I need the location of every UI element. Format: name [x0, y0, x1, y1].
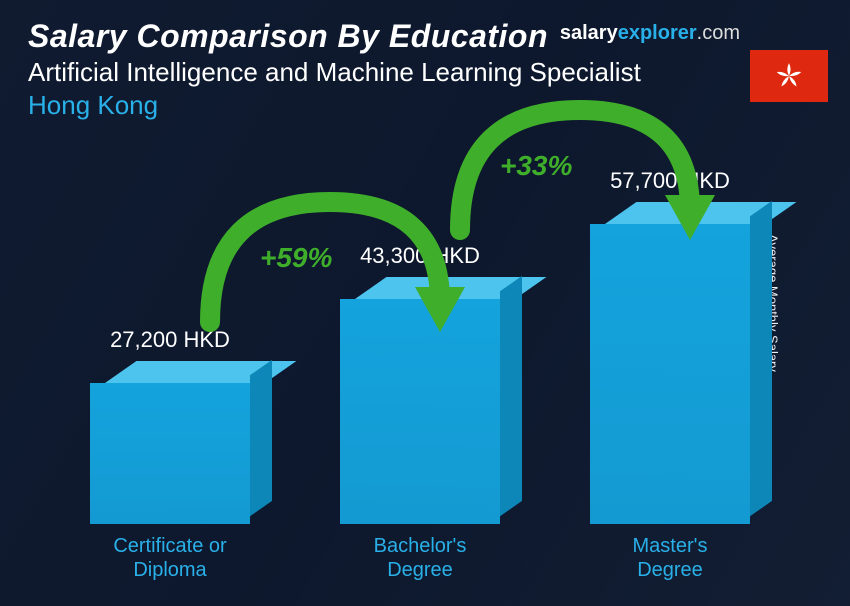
x-label-0: Certificate orDiploma	[90, 534, 250, 582]
bar-0	[90, 361, 250, 524]
brand-part1: salary	[560, 22, 618, 44]
increase-arrow-1	[430, 80, 730, 280]
hong-kong-flag-icon	[750, 50, 828, 102]
salary-bar-chart: 27,200 HKDCertificate orDiploma43,300 HK…	[60, 122, 790, 582]
brand-logo: salaryexplorer.com	[560, 22, 740, 45]
brand-part3: .com	[697, 22, 740, 44]
x-label-2: Master'sDegree	[590, 534, 750, 582]
brand-part2: explorer	[618, 22, 697, 44]
increase-label-0: +59%	[260, 242, 332, 274]
increase-label-1: +33%	[500, 150, 572, 182]
x-label-1: Bachelor'sDegree	[340, 534, 500, 582]
